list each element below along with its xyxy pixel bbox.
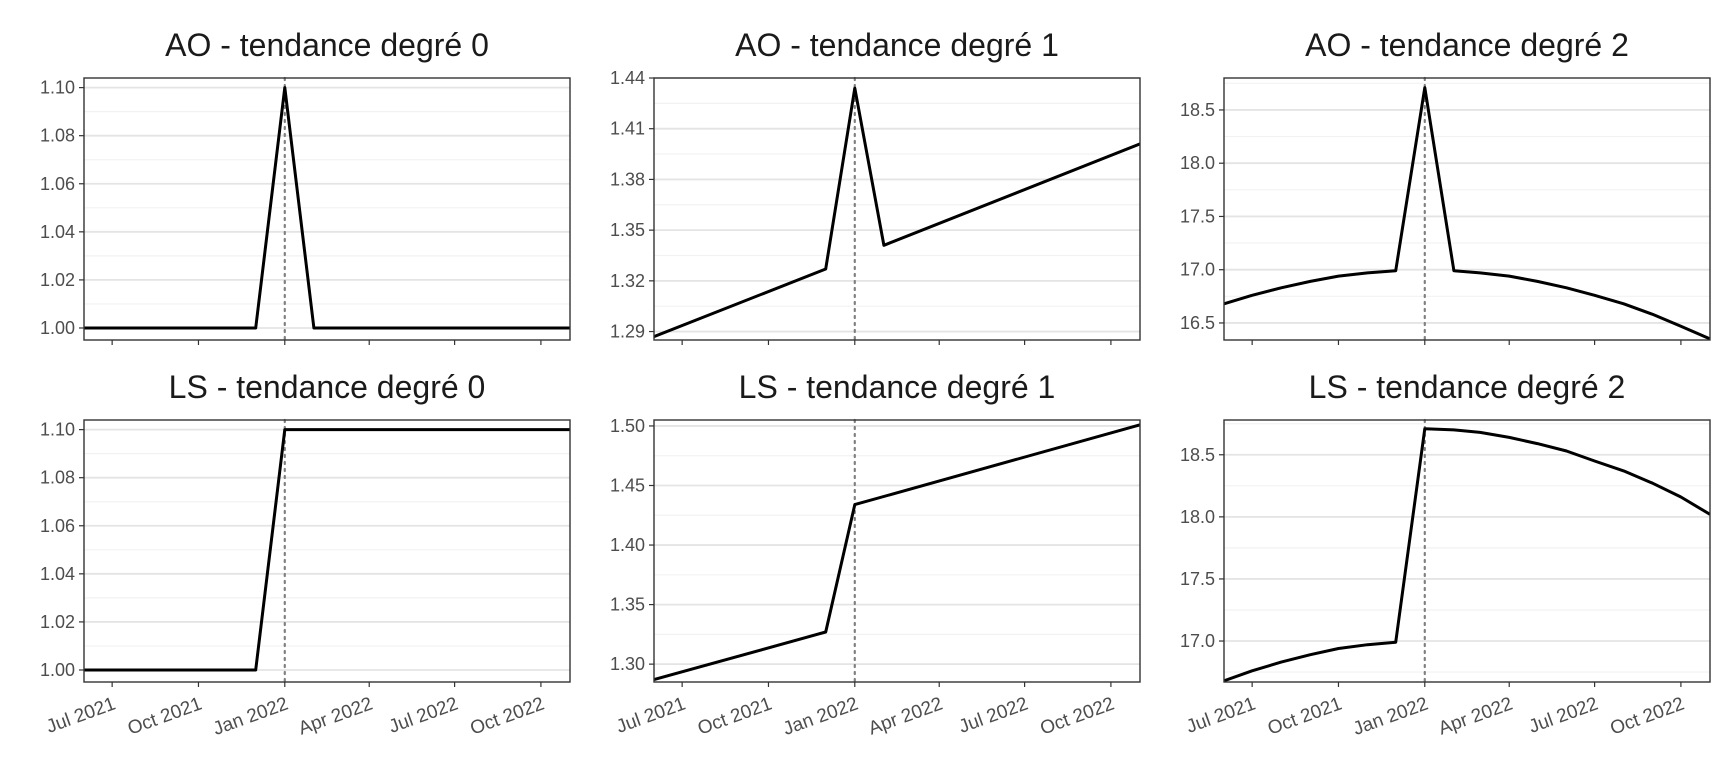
x-tick-label: Jul 2022 [956,693,1031,737]
y-tick-label: 1.40 [610,535,645,555]
x-tick-label: Jul 2022 [386,693,461,737]
x-tick-label: Apr 2022 [1436,693,1516,739]
y-tick-label: 1.45 [610,476,645,496]
y-tick-label: 1.50 [610,416,645,436]
y-tick-label: 1.02 [40,270,75,290]
y-tick-label: 18.0 [1180,153,1215,173]
panel-title: AO - tendance degré 0 [165,27,489,63]
panel-title: LS - tendance degré 2 [1309,369,1626,405]
x-tick-label: Oct 2021 [695,693,775,739]
y-tick-label: 1.35 [610,595,645,615]
panel-title: LS - tendance degré 1 [739,369,1056,405]
panel-title: AO - tendance degré 2 [1305,27,1629,63]
y-tick-label: 17.5 [1180,569,1215,589]
panel-background [1224,78,1710,340]
x-tick-label: Oct 2022 [1038,693,1118,739]
series-line [654,86,1140,338]
y-tick-label: 17.0 [1180,260,1215,280]
y-tick-label: 1.00 [40,660,75,680]
panel-background [654,78,1140,340]
panel-frame [83,419,571,683]
y-tick-label: 1.08 [40,468,75,488]
y-tick-label: 1.06 [40,516,75,536]
chart-panel-3: AO - tendance degré 2 16.5 17.0 17.5 18.0 18.… [1180,27,1711,345]
y-tick-label: 17.0 [1180,631,1215,651]
y-tick-label: 1.04 [40,564,75,584]
x-tick-label: Jan 2022 [1350,693,1431,739]
x-tick-label: Oct 2021 [1265,693,1345,739]
y-tick-label: 1.02 [40,612,75,632]
x-tick-label: Jul 2021 [614,693,689,737]
x-tick-label: Apr 2022 [866,693,946,739]
y-tick-label: 1.08 [40,126,75,146]
x-tick-label: Oct 2022 [468,693,548,739]
x-tick-label: Jul 2021 [1184,693,1259,737]
y-tick-label: 16.5 [1180,313,1215,333]
panel-title: AO - tendance degré 1 [735,27,1059,63]
x-tick-label: Oct 2022 [1608,693,1688,739]
series-line [1224,86,1710,340]
panel-background [654,420,1140,682]
y-tick-label: 1.06 [40,174,75,194]
series-line [84,428,570,672]
y-tick-label: 18.5 [1180,100,1215,120]
series-line [1224,427,1710,682]
panel-frame [653,419,1141,683]
x-tick-label: Jan 2022 [210,693,291,739]
panel-background [84,78,570,340]
panel-title: LS - tendance degré 0 [169,369,486,405]
panel-frame [653,77,1141,341]
panel-frame [83,77,571,341]
y-tick-label: 18.0 [1180,507,1215,527]
y-tick-label: 1.35 [610,220,645,240]
panel-background [84,420,570,682]
x-tick-label: Oct 2021 [125,693,205,739]
x-tick-label: Jul 2022 [1526,693,1601,737]
chart-panel-1: AO - tendance degré 0 1.00 1.02 1.04 1.06 1.0… [40,27,571,345]
panel-frame [1223,419,1711,683]
x-tick-label: Jan 2022 [780,693,861,739]
series-line [84,86,570,330]
y-tick-label: 1.10 [40,78,75,98]
panel-background [1224,420,1710,682]
x-tick-label: Apr 2022 [296,693,376,739]
y-tick-label: 1.44 [610,68,645,88]
chart-panel-5: LS - tendance degré 1 1.30 1.35 1.40 1.45 1.5… [610,369,1141,740]
chart-panel-4: LS - tendance degré 0 1.00 1.02 1.04 1.06 1.0… [40,369,571,740]
chart-panel-2: AO - tendance degré 1 1.29 1.32 1.35 1.38 1.4… [610,27,1141,345]
y-tick-label: 1.00 [40,318,75,338]
y-tick-label: 1.38 [610,169,645,189]
series-line [654,423,1140,682]
chart-panel-6: LS - tendance degré 2 17.0 17.5 18.0 18.5 Jul… [1180,369,1711,740]
y-tick-label: 1.30 [610,654,645,674]
panel-frame [1223,77,1711,341]
y-tick-label: 1.32 [610,271,645,291]
y-tick-label: 18.5 [1180,445,1215,465]
x-tick-label: Jul 2021 [44,693,119,737]
y-tick-label: 1.10 [40,420,75,440]
y-tick-label: 1.29 [610,322,645,342]
y-tick-label: 1.41 [610,119,645,139]
y-tick-label: 1.04 [40,222,75,242]
y-tick-label: 17.5 [1180,206,1215,226]
